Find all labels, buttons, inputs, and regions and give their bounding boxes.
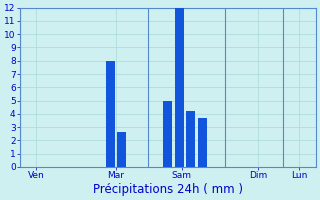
Bar — [163, 101, 172, 167]
Bar — [175, 8, 184, 167]
Bar — [198, 118, 207, 167]
Bar — [106, 61, 115, 167]
X-axis label: Précipitations 24h ( mm ): Précipitations 24h ( mm ) — [93, 183, 243, 196]
Bar — [186, 111, 196, 167]
Bar — [117, 132, 126, 167]
